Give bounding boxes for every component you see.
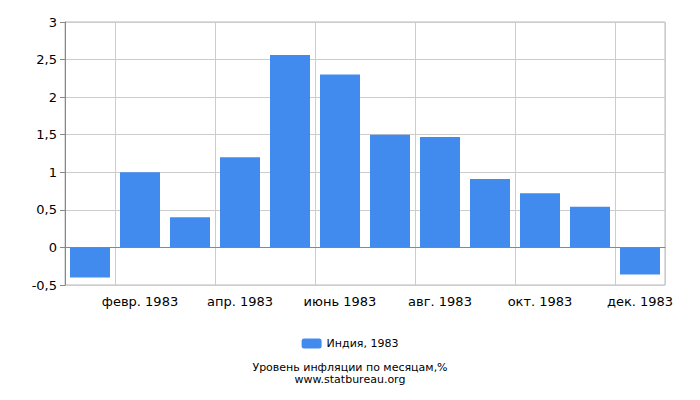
svg-text:2: 2	[49, 90, 57, 105]
svg-text:3: 3	[49, 15, 57, 30]
svg-text:окт. 1983: окт. 1983	[508, 294, 573, 309]
svg-text:июнь 1983: июнь 1983	[304, 294, 377, 309]
svg-text:www.statbureau.org: www.statbureau.org	[295, 373, 406, 386]
svg-text:1,5: 1,5	[36, 127, 57, 142]
svg-text:0,5: 0,5	[36, 202, 57, 217]
svg-text:2,5: 2,5	[36, 52, 57, 67]
svg-text:Индия, 1983: Индия, 1983	[327, 337, 399, 350]
svg-text:0: 0	[49, 240, 57, 255]
svg-text:1: 1	[49, 165, 57, 180]
svg-text:Уровень инфляции по месяцам,%: Уровень инфляции по месяцам,%	[252, 361, 448, 374]
svg-text:февр. 1983: февр. 1983	[102, 294, 178, 309]
svg-text:-0,5: -0,5	[32, 278, 57, 293]
svg-text:авг. 1983: авг. 1983	[408, 294, 472, 309]
svg-text:апр. 1983: апр. 1983	[207, 294, 273, 309]
svg-text:дек. 1983: дек. 1983	[607, 294, 673, 309]
